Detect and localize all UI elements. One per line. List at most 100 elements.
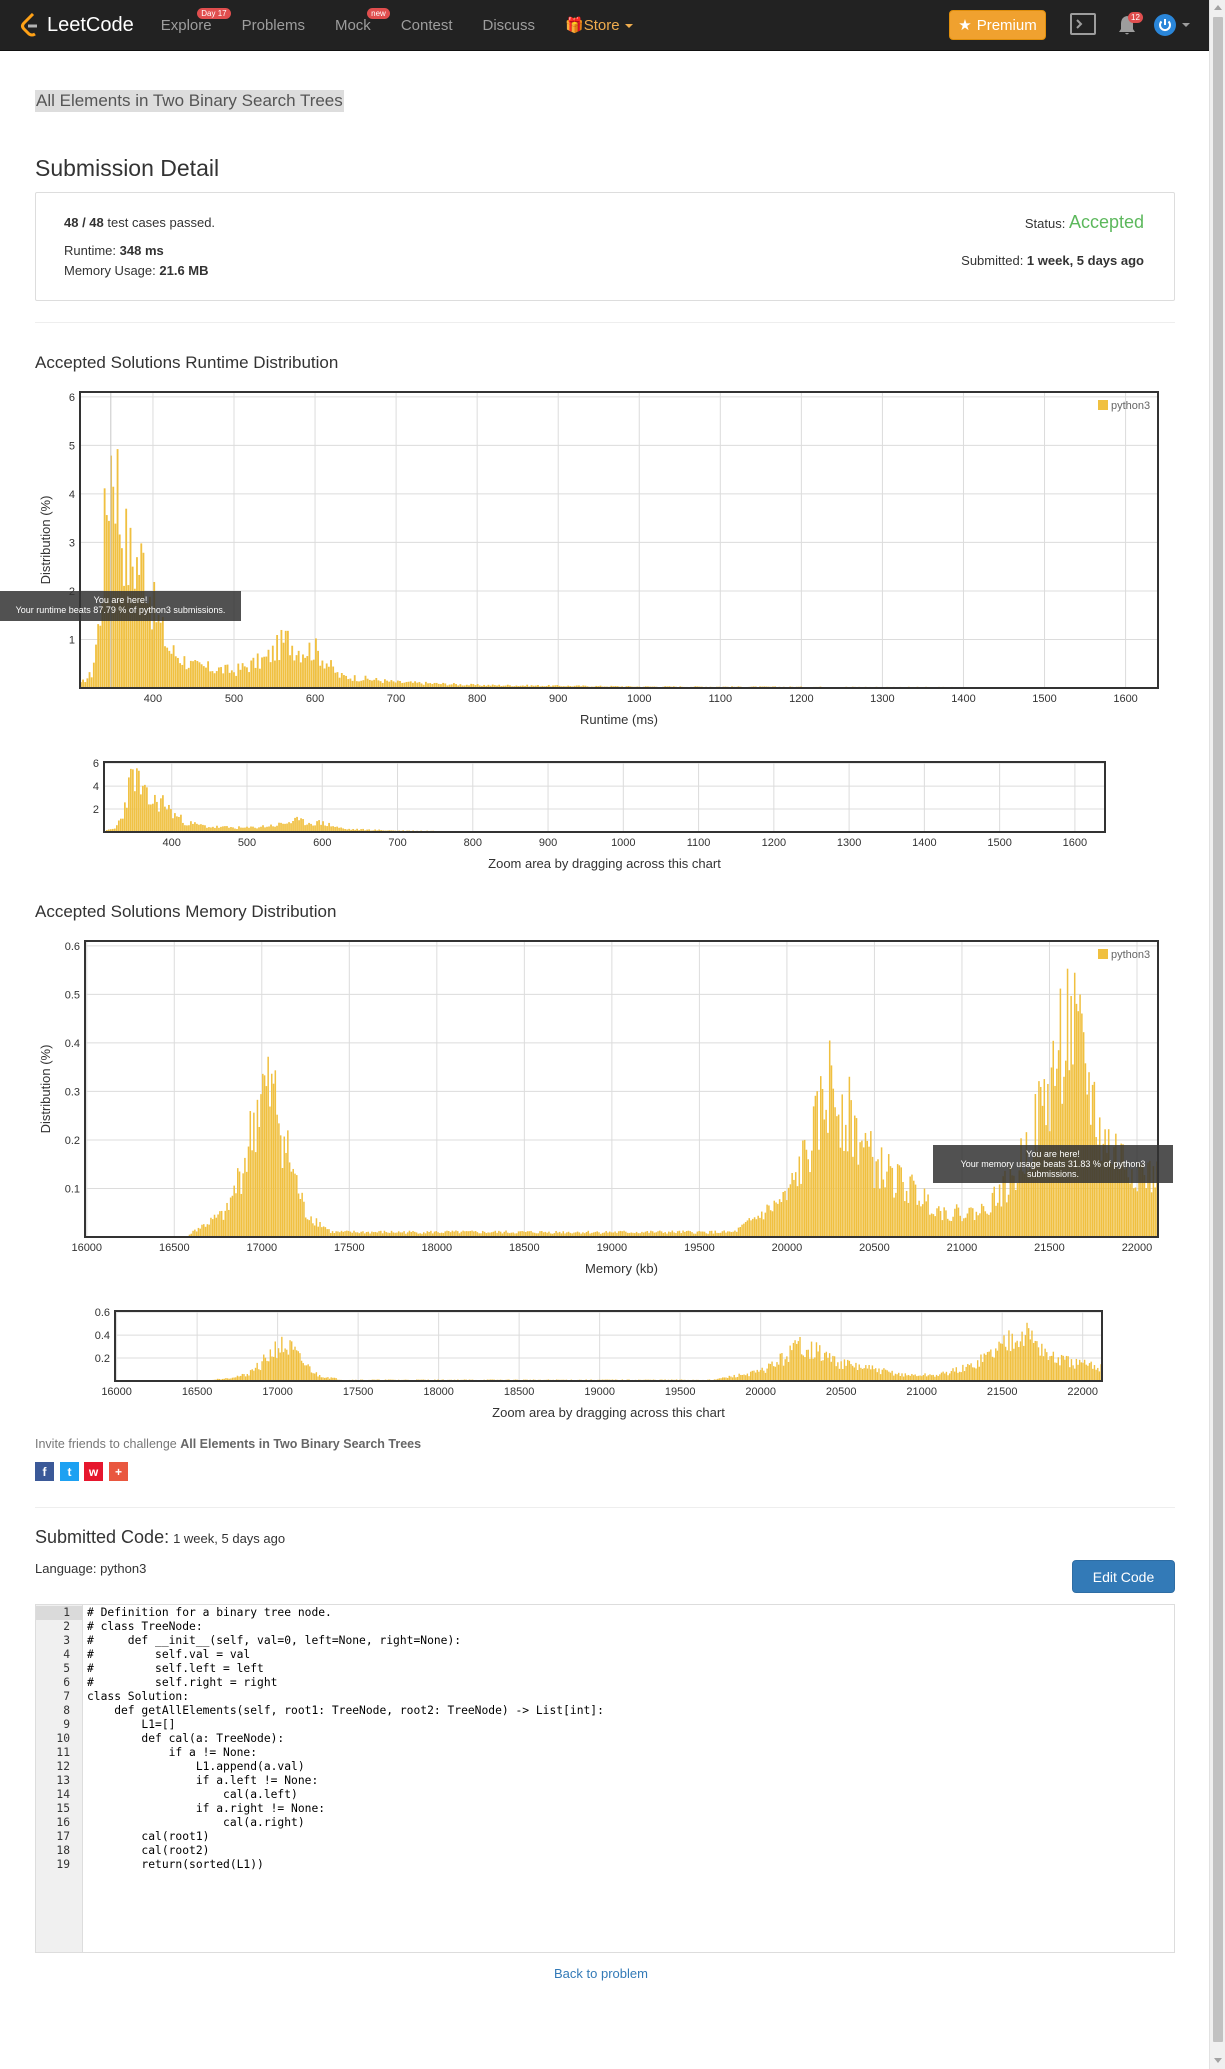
- bar: [961, 1221, 963, 1237]
- code-line[interactable]: 6 # self.right = right: [36, 1676, 1174, 1690]
- code-line[interactable]: 9 L1=[]: [36, 1718, 1174, 1732]
- edit-code-button[interactable]: Edit Code: [1072, 1560, 1175, 1593]
- nav-explore[interactable]: Explore Day 17: [146, 0, 231, 51]
- weibo-icon[interactable]: w: [84, 1462, 103, 1481]
- problem-title-link[interactable]: All Elements in Two Binary Search Trees: [35, 90, 344, 112]
- bar: [340, 673, 343, 688]
- bar: [194, 660, 197, 688]
- bar: [312, 1373, 314, 1381]
- code-line[interactable]: 7 class Solution:: [36, 1690, 1174, 1704]
- bar: [924, 1373, 926, 1381]
- runtime-overview-chart[interactable]: 400 500 600 700 800 900 1000 1100 1200 1300 1400 15…: [35, 755, 1185, 875]
- bar: [519, 685, 522, 688]
- code-line[interactable]: 12 L1.append(a.val): [36, 1760, 1174, 1774]
- user-menu-caret-icon[interactable]: [1182, 23, 1190, 27]
- bar: [170, 809, 172, 832]
- code-line[interactable]: 11 if a != None:: [36, 1746, 1174, 1760]
- bar: [256, 653, 259, 688]
- bar: [1021, 1331, 1023, 1381]
- bar: [401, 682, 404, 688]
- bar: [659, 1230, 661, 1237]
- bar: [136, 768, 138, 832]
- bar: [881, 1369, 883, 1381]
- code-line[interactable]: 8 def getAllElements(self, root1: TreeNo…: [36, 1704, 1174, 1718]
- bar: [733, 1374, 735, 1381]
- bar: [718, 1232, 720, 1237]
- nav-discuss[interactable]: Discuss: [468, 0, 551, 51]
- nav-store[interactable]: 🎁Store: [550, 0, 648, 51]
- memory-distribution-chart[interactable]: 16000 16500 17000 17500 18000 18500 19000 19500…: [35, 934, 1185, 1284]
- bar: [936, 1208, 938, 1237]
- nav-problems[interactable]: Problems: [227, 0, 320, 51]
- x-tick-label: 1100: [708, 693, 732, 705]
- bar: [362, 828, 364, 832]
- code-editor[interactable]: 1 # Definition for a binary tree node. 2 # …: [35, 1604, 1175, 1953]
- code-line[interactable]: 14 cal(a.left): [36, 1788, 1174, 1802]
- console-icon[interactable]: [1070, 13, 1096, 35]
- explore-badge: Day 17: [197, 7, 231, 19]
- bar: [504, 685, 507, 688]
- nav-contest[interactable]: Contest: [386, 0, 468, 51]
- bar: [866, 1368, 869, 1381]
- bar: [714, 1230, 717, 1237]
- bar: [1013, 1175, 1015, 1237]
- power-icon[interactable]: [1154, 14, 1176, 36]
- bar: [358, 1233, 361, 1237]
- premium-button[interactable]: ★ Premium: [949, 10, 1046, 40]
- page-scrollbar[interactable]: [1209, 0, 1225, 2069]
- x-tick-label: 17000: [246, 1242, 277, 1254]
- bar: [287, 1354, 290, 1381]
- scroll-thumb[interactable]: [1213, 17, 1223, 2042]
- code-line[interactable]: 3 # def __init__(self, val=0, left=None, …: [36, 1634, 1174, 1648]
- bar: [95, 644, 97, 688]
- memory-overview-chart[interactable]: 16000 16500 17000 17500 18000 18500 19000 19500…: [35, 1304, 1185, 1424]
- plus-icon[interactable]: +: [109, 1462, 128, 1481]
- facebook-icon[interactable]: f: [35, 1462, 54, 1481]
- bar: [223, 1378, 225, 1381]
- code-line[interactable]: 10 def cal(a: TreeNode):: [36, 1732, 1174, 1746]
- nav-mock[interactable]: Mock new: [320, 0, 390, 51]
- brand[interactable]: LeetCode: [20, 13, 134, 37]
- code-line[interactable]: 13 if a.left != None:: [36, 1774, 1174, 1788]
- bar: [952, 1216, 954, 1237]
- bar: [326, 826, 328, 832]
- bar: [1102, 1143, 1105, 1237]
- bar: [750, 1220, 752, 1237]
- bar: [244, 1376, 247, 1381]
- bar: [292, 1349, 295, 1381]
- bar: [262, 1073, 264, 1237]
- code-line[interactable]: 2 # class TreeNode:: [36, 1620, 1174, 1634]
- line-number: 18: [56, 1844, 70, 1857]
- bar: [712, 1233, 715, 1237]
- bar: [130, 768, 132, 832]
- bar: [277, 1348, 280, 1381]
- bar: [318, 1375, 321, 1381]
- bar: [338, 1232, 341, 1237]
- bar: [1044, 1348, 1046, 1381]
- bar: [1047, 1359, 1050, 1381]
- code-line[interactable]: 19 return(sorted(L1)): [36, 1858, 1174, 1872]
- bar: [838, 1368, 841, 1381]
- code-line[interactable]: 16 cal(a.right): [36, 1816, 1174, 1830]
- bar: [315, 1372, 318, 1381]
- code-line[interactable]: 4 # self.val = val: [36, 1648, 1174, 1662]
- code-line[interactable]: 17 cal(root1): [36, 1830, 1174, 1844]
- code-line[interactable]: 15 if a.right != None:: [36, 1802, 1174, 1816]
- back-to-problem-link[interactable]: Back to problem: [554, 1966, 648, 1981]
- bar: [241, 663, 244, 688]
- bar: [557, 1232, 559, 1237]
- twitter-icon[interactable]: t: [60, 1462, 79, 1481]
- code-line[interactable]: 18 cal(root2): [36, 1844, 1174, 1858]
- bar: [567, 685, 570, 688]
- bar: [317, 1376, 319, 1381]
- x-tick-label: 1300: [870, 693, 894, 705]
- scroll-down-arrow-icon[interactable]: [1214, 2058, 1222, 2063]
- bar: [1131, 1169, 1133, 1237]
- scroll-up-arrow-icon[interactable]: [1214, 5, 1222, 10]
- bar: [576, 1231, 579, 1237]
- code-line[interactable]: 5 # self.left = left: [36, 1662, 1174, 1676]
- bar: [902, 1182, 904, 1237]
- code-line[interactable]: 1 # Definition for a binary tree node.: [36, 1606, 1174, 1620]
- bar: [507, 1232, 509, 1237]
- runtime-distribution-chart[interactable]: 400 500 600 700 800 900 1000 1100 1200 1300 1400 15…: [35, 385, 1185, 735]
